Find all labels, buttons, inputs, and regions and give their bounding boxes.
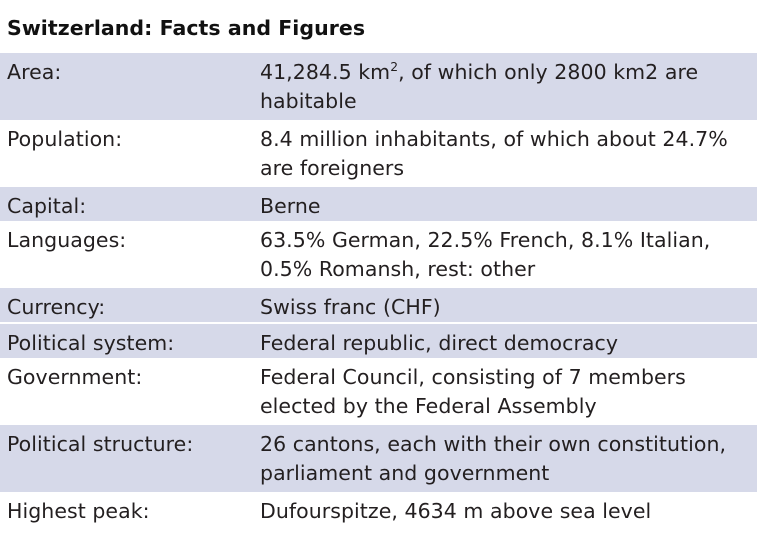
table-row-population: Population: 8.4 million inhabitants, of … bbox=[0, 120, 757, 187]
row-label: Highest peak: bbox=[0, 492, 260, 526]
value-text: Berne bbox=[260, 194, 321, 218]
row-value: Berne bbox=[260, 187, 757, 221]
table-row-capital: Capital: Berne bbox=[0, 187, 757, 221]
table-row-highest-peak: Highest peak: Dufourspitze, 4634 m above… bbox=[0, 492, 757, 526]
value-text: 63.5% German, 22.5% French, 8.1% Italian… bbox=[260, 228, 711, 252]
value-text: 0.5% Romansh, rest: other bbox=[260, 257, 536, 281]
table-row-political-system: Political system: Federal republic, dire… bbox=[0, 323, 757, 358]
row-value: 26 cantons, each with their own constitu… bbox=[260, 425, 757, 492]
row-label: Currency: bbox=[0, 288, 260, 324]
table-row-area: Area: 41,284.5 km2, of which only 2800 k… bbox=[0, 53, 757, 120]
value-text: Swiss franc (CHF) bbox=[260, 295, 441, 319]
row-value: 41,284.5 km2, of which only 2800 km2 are… bbox=[260, 53, 757, 120]
value-text: , of which only 2800 km2 are bbox=[398, 60, 699, 84]
row-label: Political structure: bbox=[0, 425, 260, 492]
superscript: 2 bbox=[390, 60, 399, 75]
row-value: Federal Council, consisting of 7 members… bbox=[260, 358, 757, 425]
row-value: 8.4 million inhabitants, of which about … bbox=[260, 120, 757, 187]
row-value: 63.5% German, 22.5% French, 8.1% Italian… bbox=[260, 221, 757, 288]
value-text: habitable bbox=[260, 89, 357, 113]
value-text: Federal republic, direct democracy bbox=[260, 331, 619, 355]
row-value: Dufourspitze, 4634 m above sea level bbox=[260, 492, 757, 526]
row-value: Federal republic, direct democracy bbox=[260, 323, 757, 358]
value-text: Dufourspitze, 4634 m above sea level bbox=[260, 499, 652, 523]
value-text: 26 cantons, each with their own constitu… bbox=[260, 432, 727, 456]
row-label: Capital: bbox=[0, 187, 260, 221]
value-text: 41,284.5 km bbox=[260, 60, 391, 84]
table-row-currency: Currency: Swiss franc (CHF) bbox=[0, 288, 757, 324]
value-text: elected by the Federal Assembly bbox=[260, 394, 597, 418]
table-row-languages: Languages: 63.5% German, 22.5% French, 8… bbox=[0, 221, 757, 288]
row-label: Languages: bbox=[0, 221, 260, 288]
table-row-government: Government: Federal Council, consisting … bbox=[0, 358, 757, 425]
value-text: parliament and government bbox=[260, 461, 550, 485]
row-label: Political system: bbox=[0, 323, 260, 358]
row-value: Swiss franc (CHF) bbox=[260, 288, 757, 324]
value-text: 8.4 million inhabitants, of which about … bbox=[260, 127, 728, 151]
facts-table: Area: 41,284.5 km2, of which only 2800 k… bbox=[0, 53, 757, 526]
row-label: Area: bbox=[0, 53, 260, 120]
page-title: Switzerland: Facts and Figures bbox=[7, 16, 366, 40]
value-text: Federal Council, consisting of 7 members bbox=[260, 365, 686, 389]
value-text: are foreigners bbox=[260, 156, 405, 180]
row-label: Government: bbox=[0, 358, 260, 425]
row-label: Population: bbox=[0, 120, 260, 187]
table-row-political-structure: Political structure: 26 cantons, each wi… bbox=[0, 425, 757, 492]
